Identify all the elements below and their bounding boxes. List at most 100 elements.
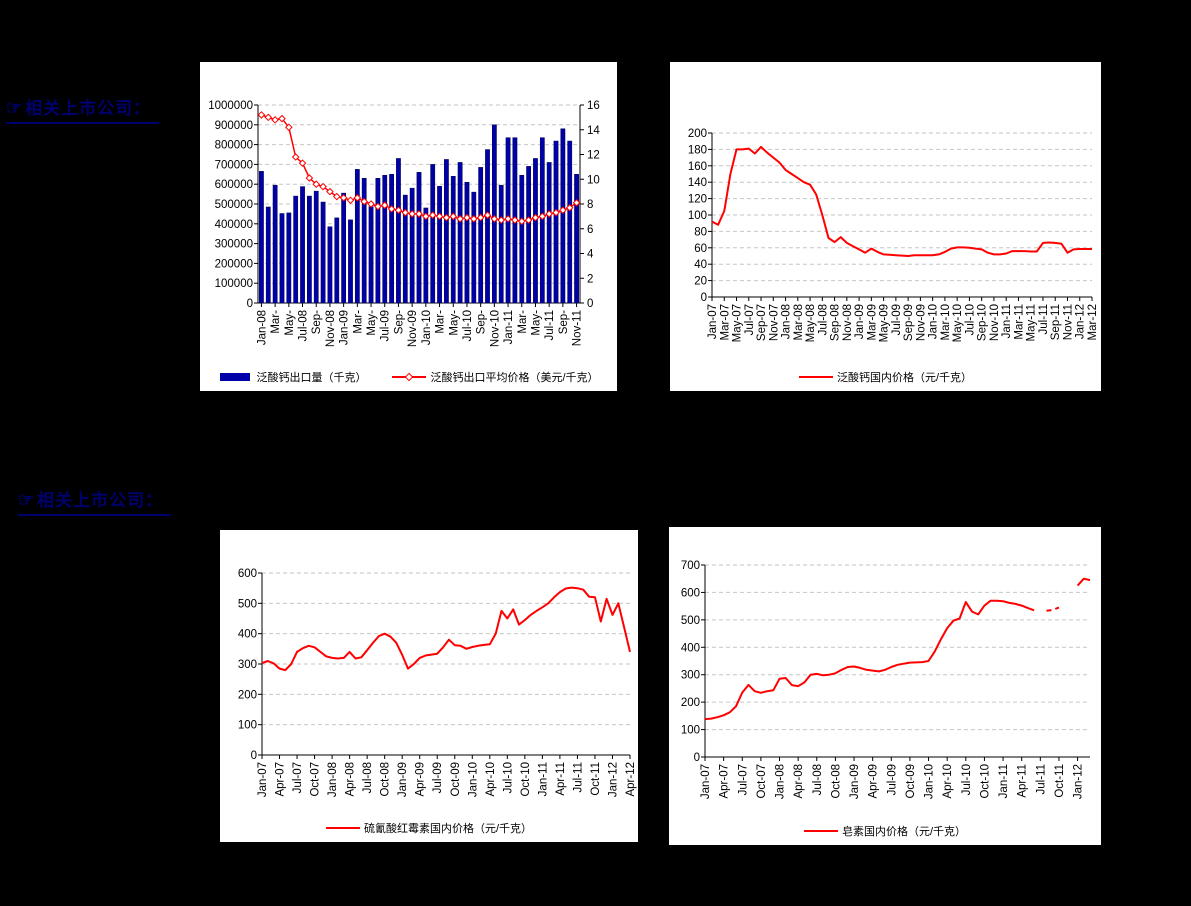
svg-text:900000: 900000	[215, 120, 253, 132]
svg-text:Apr-10: Apr-10	[485, 762, 497, 797]
svg-text:Nov-08: Nov-08	[325, 310, 337, 347]
chart-pantothenate-calcium-export: 0 100000 200000 300000 400000 500000 600000 700…	[200, 62, 617, 391]
svg-text:600: 600	[238, 568, 257, 580]
svg-text:2: 2	[587, 273, 593, 285]
svg-text:Jan-07: Jan-07	[257, 762, 269, 797]
svg-text:140: 140	[688, 177, 707, 189]
svg-text:16: 16	[587, 100, 600, 112]
svg-text:180: 180	[688, 144, 707, 156]
svg-text:20: 20	[694, 276, 707, 288]
svg-text:60: 60	[694, 243, 707, 255]
svg-text:Jan-09: Jan-09	[397, 762, 409, 797]
section-header: ☞ 相关上市公司：	[6, 94, 160, 124]
svg-text:Apr-09: Apr-09	[415, 762, 427, 797]
svg-text:Apr-07: Apr-07	[275, 762, 287, 797]
svg-text:Apr-08: Apr-08	[345, 762, 357, 797]
line-swatch-icon	[325, 827, 360, 829]
chart-pantothenate-calcium-domestic-price: 0 20 40 60 80 100 120 140 160 180 200 Jan-07 Mar-07 M…	[670, 62, 1101, 391]
svg-text:300: 300	[681, 670, 700, 682]
svg-text:Jul-07: Jul-07	[737, 764, 749, 795]
legend-label: 皂素国内价格（元/千克）	[841, 826, 967, 838]
legend-label: 泛酸钙国内价格（元/千克）	[836, 372, 973, 384]
svg-text:Apr-12: Apr-12	[625, 762, 637, 797]
svg-text:Jan-10: Jan-10	[928, 304, 940, 339]
svg-text:160: 160	[688, 161, 707, 173]
svg-text:Jan-11: Jan-11	[537, 762, 549, 796]
svg-text:Apr-08: Apr-08	[793, 764, 805, 799]
svg-text:Jul-10: Jul-10	[502, 762, 514, 793]
svg-text:0: 0	[247, 298, 253, 310]
svg-text:Mar-07: Mar-07	[719, 304, 731, 340]
line-swatch-icon	[798, 376, 833, 378]
svg-text:Jan-07: Jan-07	[700, 764, 712, 799]
legend-item: 泛酸钙国内价格（元/千克）	[798, 369, 973, 385]
svg-text:Sep-: Sep-	[393, 310, 405, 334]
svg-text:Apr-11: Apr-11	[1017, 764, 1029, 798]
svg-text:Mar-09: Mar-09	[866, 304, 878, 340]
svg-text:Sep-11: Sep-11	[1050, 304, 1062, 340]
svg-text:Oct-11: Oct-11	[1054, 764, 1066, 798]
legend-item: 硫氰酸红霉素国内价格（元/千克）	[325, 820, 532, 836]
svg-text:Apr-09: Apr-09	[868, 764, 880, 799]
svg-text:Jul-08: Jul-08	[298, 310, 310, 341]
svg-text:Mar-: Mar-	[435, 310, 447, 334]
svg-text:May-: May-	[284, 310, 296, 336]
svg-text:Jan-12: Jan-12	[607, 762, 619, 797]
section-header-label: 相关上市公司：	[25, 99, 152, 119]
chart-erythromycin-thiocyanate-domestic-price: 0 100 200 300 400 500 600 Jan-07 Apr-07 Jul-07 Oct…	[220, 530, 638, 842]
svg-text:0: 0	[694, 752, 700, 764]
svg-text:Oct-07: Oct-07	[310, 762, 322, 797]
svg-text:Jul-07: Jul-07	[292, 762, 304, 793]
svg-text:Jul-11: Jul-11	[572, 762, 584, 792]
svg-text:6: 6	[587, 224, 593, 236]
svg-text:Apr-10: Apr-10	[942, 764, 954, 799]
svg-text:Oct-09: Oct-09	[450, 762, 462, 797]
svg-text:100: 100	[238, 720, 257, 732]
svg-text:0: 0	[701, 292, 707, 304]
svg-text:200000: 200000	[215, 258, 253, 270]
svg-text:100: 100	[688, 210, 707, 222]
svg-text:Jan-09: Jan-09	[849, 764, 861, 799]
svg-text:Jan-07: Jan-07	[707, 304, 719, 339]
svg-text:400: 400	[238, 629, 257, 641]
svg-text:500: 500	[681, 615, 700, 627]
svg-text:Sep-: Sep-	[476, 310, 488, 334]
section-header-label: 相关上市公司：	[37, 491, 164, 511]
svg-text:400: 400	[681, 642, 700, 654]
chart-saponin-domestic-price: 0 100 200 300 400 500 600 700 Jan-07 Apr-07 Jul-07…	[669, 527, 1101, 845]
svg-text:4: 4	[587, 249, 594, 261]
svg-text:200: 200	[681, 697, 700, 709]
svg-text:600000: 600000	[215, 179, 253, 191]
erythromycin-thiocyanate-domestic-price-plot: 0 100 200 300 400 500 600 Jan-07 Apr-07 Jul-07 Oct…	[238, 568, 637, 797]
svg-text:800000: 800000	[215, 140, 253, 152]
svg-text:Jul-09: Jul-09	[380, 310, 392, 341]
svg-text:Jul-09: Jul-09	[891, 304, 903, 335]
svg-text:Jul-10: Jul-10	[964, 304, 976, 335]
svg-text:Jan-08: Jan-08	[781, 304, 793, 339]
svg-text:100000: 100000	[215, 278, 253, 290]
svg-text:120: 120	[688, 194, 707, 206]
svg-text:200: 200	[688, 128, 707, 140]
svg-text:May-10: May-10	[952, 304, 964, 342]
svg-text:300: 300	[238, 659, 257, 671]
line-swatch-icon	[392, 372, 427, 382]
svg-text:Apr-07: Apr-07	[719, 764, 731, 799]
svg-text:Jul-11: Jul-11	[1035, 764, 1047, 794]
svg-text:Nov-11: Nov-11	[572, 310, 584, 346]
svg-text:May-08: May-08	[805, 304, 817, 342]
svg-text:14: 14	[587, 125, 600, 137]
svg-text:Nov-10: Nov-10	[489, 310, 501, 347]
svg-text:Mar-12: Mar-12	[1087, 304, 1099, 340]
svg-text:Apr-11: Apr-11	[555, 762, 567, 796]
svg-text:400000: 400000	[215, 219, 253, 231]
svg-text:Oct-10: Oct-10	[979, 764, 991, 799]
svg-text:Jan-11: Jan-11	[998, 764, 1010, 798]
svg-text:Oct-08: Oct-08	[380, 762, 392, 797]
svg-text:Oct-09: Oct-09	[905, 764, 917, 799]
svg-text:8: 8	[587, 199, 593, 211]
svg-text:Mar-11: Mar-11	[1013, 304, 1025, 340]
svg-text:Nov-08: Nov-08	[842, 304, 854, 341]
svg-text:Oct-10: Oct-10	[520, 762, 532, 797]
svg-text:May-: May-	[366, 310, 378, 336]
